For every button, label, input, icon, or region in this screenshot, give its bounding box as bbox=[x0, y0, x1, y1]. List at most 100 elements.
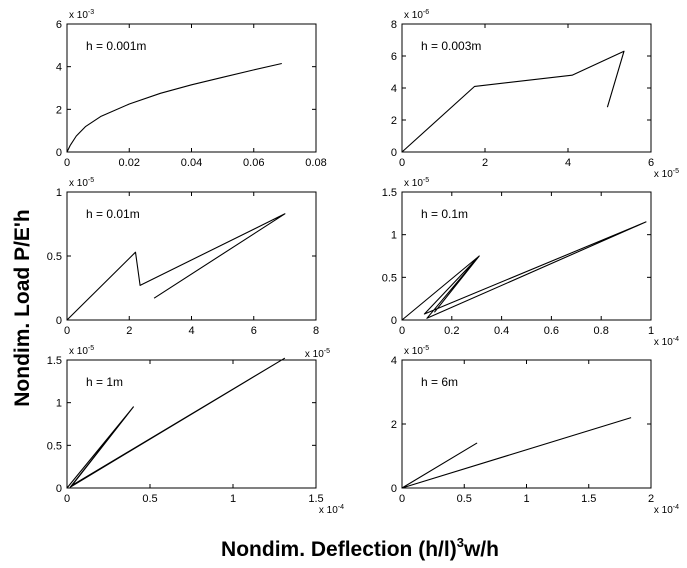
y-multiplier-exp: -6 bbox=[423, 9, 429, 16]
axes-frame bbox=[401, 23, 652, 153]
x-tick-label: 2 bbox=[482, 157, 488, 169]
x-tick-label: 1.5 bbox=[581, 493, 596, 505]
series-line bbox=[401, 417, 632, 489]
y-multiplier-base: x 10 bbox=[69, 178, 88, 189]
y-tick-label: 0.5 bbox=[382, 272, 397, 284]
y-tick-label: 1 bbox=[56, 398, 62, 410]
x-tick-label: 6 bbox=[251, 325, 257, 337]
series-line bbox=[401, 50, 625, 153]
y-tick-label: 8 bbox=[391, 19, 397, 31]
y-multiplier: x 10-5 bbox=[69, 177, 94, 189]
x-multiplier-exp: -4 bbox=[673, 504, 679, 511]
y-multiplier: x 10-5 bbox=[69, 345, 94, 357]
x-tick-label: 4 bbox=[188, 325, 194, 337]
axes-frame bbox=[66, 23, 317, 153]
subplot-4: 0 0.2 0.4 0.6 0.8 100.511.5x 10-5x 10-4h = 0.… bbox=[382, 177, 679, 348]
y-multiplier-exp: -5 bbox=[423, 345, 429, 352]
top-right-multiplier-exp: -5 bbox=[324, 348, 330, 355]
x-multiplier-exp: -4 bbox=[673, 336, 679, 343]
x-tick-label: 1 bbox=[523, 493, 529, 505]
panel-annotation: h = 1m bbox=[86, 375, 123, 389]
y-tick-label: 0 bbox=[391, 147, 397, 159]
x-axis-label-tail: w/h bbox=[463, 538, 499, 561]
x-axis-label-main: Nondim. Deflection (h/l) bbox=[221, 538, 457, 561]
y-multiplier-exp: -5 bbox=[88, 345, 94, 352]
x-tick-label: 0.04 bbox=[181, 157, 202, 169]
y-tick-label: 1 bbox=[56, 187, 62, 199]
y-tick-label: 6 bbox=[56, 19, 62, 31]
y-tick-label: 2 bbox=[391, 419, 397, 431]
x-tick-label: 0 bbox=[64, 493, 70, 505]
y-tick-label: 2 bbox=[391, 115, 397, 127]
panel-annotation: h = 6m bbox=[421, 375, 458, 389]
x-multiplier-base: x 10 bbox=[654, 169, 673, 180]
x-axis-label-sup: 3 bbox=[457, 535, 464, 550]
y-tick-label: 0 bbox=[56, 315, 62, 327]
subplot-5: 0 0.5 1 1.500.511.5x 10-5x 10-5x 10-4h = 1m bbox=[47, 345, 344, 516]
y-multiplier: x 10-5 bbox=[404, 177, 429, 189]
y-axis-label: Nondim. Load P/E'h bbox=[11, 209, 34, 407]
y-multiplier-base: x 10 bbox=[69, 346, 88, 357]
x-tick-label: 1 bbox=[648, 325, 654, 337]
x-tick-label: 0.5 bbox=[142, 493, 157, 505]
panel-annotation: h = 0.001m bbox=[86, 39, 146, 53]
series-line bbox=[66, 213, 286, 321]
x-tick-label: 0 bbox=[64, 325, 70, 337]
x-tick-label: 0 bbox=[64, 157, 70, 169]
x-tick-label: 8 bbox=[313, 325, 319, 337]
y-multiplier-exp: -5 bbox=[423, 177, 429, 184]
x-tick-label: 0 bbox=[399, 493, 405, 505]
x-multiplier-exp: -4 bbox=[338, 504, 344, 511]
x-multiplier-base: x 10 bbox=[654, 337, 673, 348]
x-tick-label: 0 bbox=[399, 325, 405, 337]
y-tick-label: 1 bbox=[391, 230, 397, 242]
x-multiplier-base: x 10 bbox=[319, 505, 338, 516]
x-tick-label: 0.5 bbox=[457, 493, 472, 505]
y-tick-label: 0.5 bbox=[47, 440, 62, 452]
x-tick-label: 4 bbox=[565, 157, 571, 169]
y-tick-label: 2 bbox=[56, 104, 62, 116]
y-tick-label: 6 bbox=[391, 51, 397, 63]
y-multiplier-base: x 10 bbox=[69, 10, 88, 21]
x-tick-label: 2 bbox=[126, 325, 132, 337]
y-tick-label: 0 bbox=[56, 483, 62, 495]
x-multiplier: x 10-4 bbox=[319, 504, 344, 516]
y-multiplier-exp: -3 bbox=[88, 9, 94, 16]
y-tick-label: 0 bbox=[391, 315, 397, 327]
x-tick-label: 6 bbox=[648, 157, 654, 169]
y-multiplier: x 10-6 bbox=[404, 9, 429, 21]
top-right-multiplier: x 10-5 bbox=[305, 348, 330, 360]
x-multiplier: x 10-4 bbox=[654, 504, 679, 516]
x-tick-label: 0.6 bbox=[544, 325, 559, 337]
panel-annotation: h = 0.003m bbox=[421, 39, 481, 53]
x-tick-label: 1.5 bbox=[308, 493, 323, 505]
y-multiplier-exp: -5 bbox=[88, 177, 94, 184]
x-tick-label: 2 bbox=[648, 493, 654, 505]
x-tick-label: 0.08 bbox=[305, 157, 326, 169]
x-tick-label: 1 bbox=[230, 493, 236, 505]
x-tick-label: 0.02 bbox=[119, 157, 140, 169]
panel-annotation: h = 0.1m bbox=[421, 207, 468, 221]
y-tick-label: 1.5 bbox=[382, 187, 397, 199]
subplot-1: 0 0.02 0.04 0.06 0.08 0 2 4 6 x 10-3 h = 0.001m bbox=[56, 9, 327, 169]
y-multiplier-base: x 10 bbox=[404, 178, 423, 189]
x-multiplier: x 10-4 bbox=[654, 336, 679, 348]
x-tick-label: 0.4 bbox=[494, 325, 509, 337]
x-multiplier-base: x 10 bbox=[654, 505, 673, 516]
x-tick-label: 0.8 bbox=[594, 325, 609, 337]
y-multiplier-base: x 10 bbox=[404, 10, 423, 21]
series-line bbox=[66, 357, 286, 489]
subplot-3: 0 2 4 6 8 0 0.5 1 x 10-5 h = 0.01m bbox=[47, 177, 319, 337]
series-line bbox=[66, 62, 282, 153]
y-tick-label: 4 bbox=[56, 62, 62, 74]
y-multiplier: x 10-5 bbox=[404, 345, 429, 357]
x-multiplier-exp: -5 bbox=[673, 168, 679, 175]
y-tick-label: 4 bbox=[391, 355, 397, 367]
x-tick-label: 0.06 bbox=[243, 157, 264, 169]
y-tick-label: 0 bbox=[56, 147, 62, 159]
series-line bbox=[401, 221, 647, 321]
y-tick-label: 4 bbox=[391, 83, 397, 95]
